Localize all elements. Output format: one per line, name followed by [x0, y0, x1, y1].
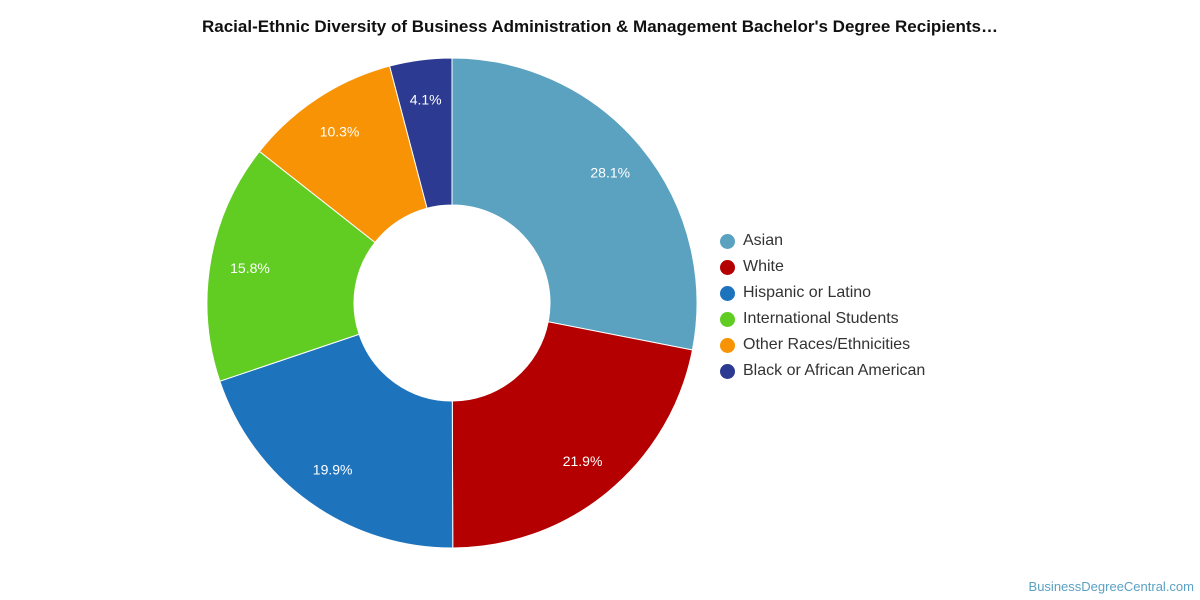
slice-hispanic-or-latino[interactable] [219, 333, 454, 549]
site-watermark[interactable]: BusinessDegreeCentral.com [1028, 579, 1194, 594]
chart-title: Racial-Ethnic Diversity of Business Admi… [201, 17, 998, 36]
legend-swatch-icon [720, 285, 735, 301]
slice-label-white: 21.9% [563, 453, 603, 469]
legend-label: Asian [743, 232, 784, 249]
legend-swatch-icon [720, 233, 735, 249]
slice-other-races-ethnicities[interactable] [258, 65, 428, 244]
legend-label: International Students [743, 310, 899, 327]
slice-label-international-students: 15.8% [230, 260, 270, 276]
legend-item-white[interactable]: White [720, 254, 925, 280]
slice-label-black-or-african-american: 4.1% [410, 92, 442, 108]
slice-label-other-races-ethnicities: 10.3% [320, 124, 360, 140]
slice-international-students[interactable] [206, 150, 376, 382]
legend-label: Black or African American [743, 362, 926, 379]
legend-label: Hispanic or Latino [743, 284, 872, 301]
chart-legend: Asian White Hispanic or Latino Internationa… [720, 228, 925, 384]
legend-item-hispanic-or-latino[interactable]: Hispanic or Latino [720, 280, 925, 306]
legend-swatch-icon [720, 311, 735, 327]
legend-item-other-races-ethnicities[interactable]: Other Races/Ethnicities [720, 332, 925, 358]
legend-swatch-icon [720, 337, 735, 353]
legend-label: White [743, 258, 784, 275]
slice-asian[interactable] [451, 57, 698, 351]
legend-swatch-icon [720, 363, 735, 379]
legend-label: Other Races/Ethnicities [743, 336, 911, 353]
slice-label-hispanic-or-latino: 19.9% [313, 462, 353, 478]
legend-item-asian[interactable]: Asian [720, 228, 925, 254]
legend-item-international-students[interactable]: International Students [720, 306, 925, 332]
slice-black-or-african-american[interactable] [389, 57, 453, 209]
slice-label-asian: 28.1% [590, 165, 630, 181]
slice-white[interactable] [451, 321, 694, 549]
legend-item-black-or-african-american[interactable]: Black or African American [720, 358, 925, 384]
legend-swatch-icon [720, 259, 735, 275]
